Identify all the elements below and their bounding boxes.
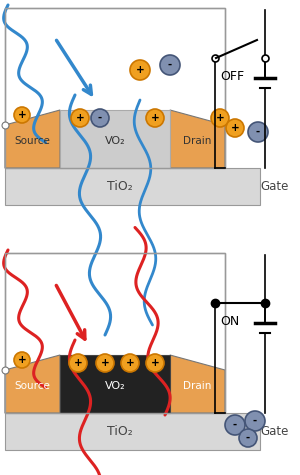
Circle shape [91,109,109,127]
Polygon shape [5,355,60,413]
Polygon shape [170,355,225,413]
Text: TiO₂: TiO₂ [107,425,133,438]
Text: Drain: Drain [183,381,211,391]
Text: Source: Source [14,136,50,146]
Circle shape [14,352,30,368]
FancyBboxPatch shape [5,253,225,413]
Text: +: + [136,65,144,75]
Text: +: + [216,113,224,123]
Polygon shape [170,110,225,168]
Text: +: + [126,358,134,368]
Text: +: + [231,123,239,133]
Text: +: + [18,355,26,365]
Polygon shape [5,110,60,168]
Text: TiO₂: TiO₂ [107,180,133,193]
Text: +: + [74,358,82,368]
Text: -: - [98,113,102,123]
Circle shape [225,415,245,435]
Text: +: + [100,358,109,368]
Circle shape [146,109,164,127]
Text: +: + [18,110,26,120]
Circle shape [121,354,139,372]
Text: +: + [76,113,84,123]
Text: VO₂: VO₂ [105,136,125,146]
Circle shape [96,354,114,372]
Text: OFF: OFF [220,70,244,83]
FancyBboxPatch shape [60,110,170,168]
Circle shape [69,354,87,372]
Circle shape [130,60,150,80]
Text: -: - [253,416,257,426]
Text: +: + [151,113,159,123]
Circle shape [245,411,265,431]
FancyBboxPatch shape [5,413,260,450]
Text: Gate: Gate [261,180,289,193]
Text: -: - [233,420,237,430]
Text: Drain: Drain [183,136,211,146]
Circle shape [146,354,164,372]
Circle shape [71,109,89,127]
Circle shape [160,55,180,75]
Text: VO₂: VO₂ [105,381,125,391]
FancyBboxPatch shape [60,355,170,413]
Circle shape [226,119,244,137]
Text: ON: ON [220,315,239,328]
Circle shape [211,109,229,127]
FancyBboxPatch shape [5,8,225,168]
Circle shape [248,122,268,142]
Text: -: - [246,433,250,443]
Text: -: - [256,127,260,137]
Text: -: - [168,60,172,70]
Text: +: + [151,358,159,368]
FancyBboxPatch shape [5,168,260,205]
Circle shape [14,107,30,123]
Circle shape [239,429,257,447]
Text: Source: Source [14,381,50,391]
Text: Gate: Gate [261,425,289,438]
